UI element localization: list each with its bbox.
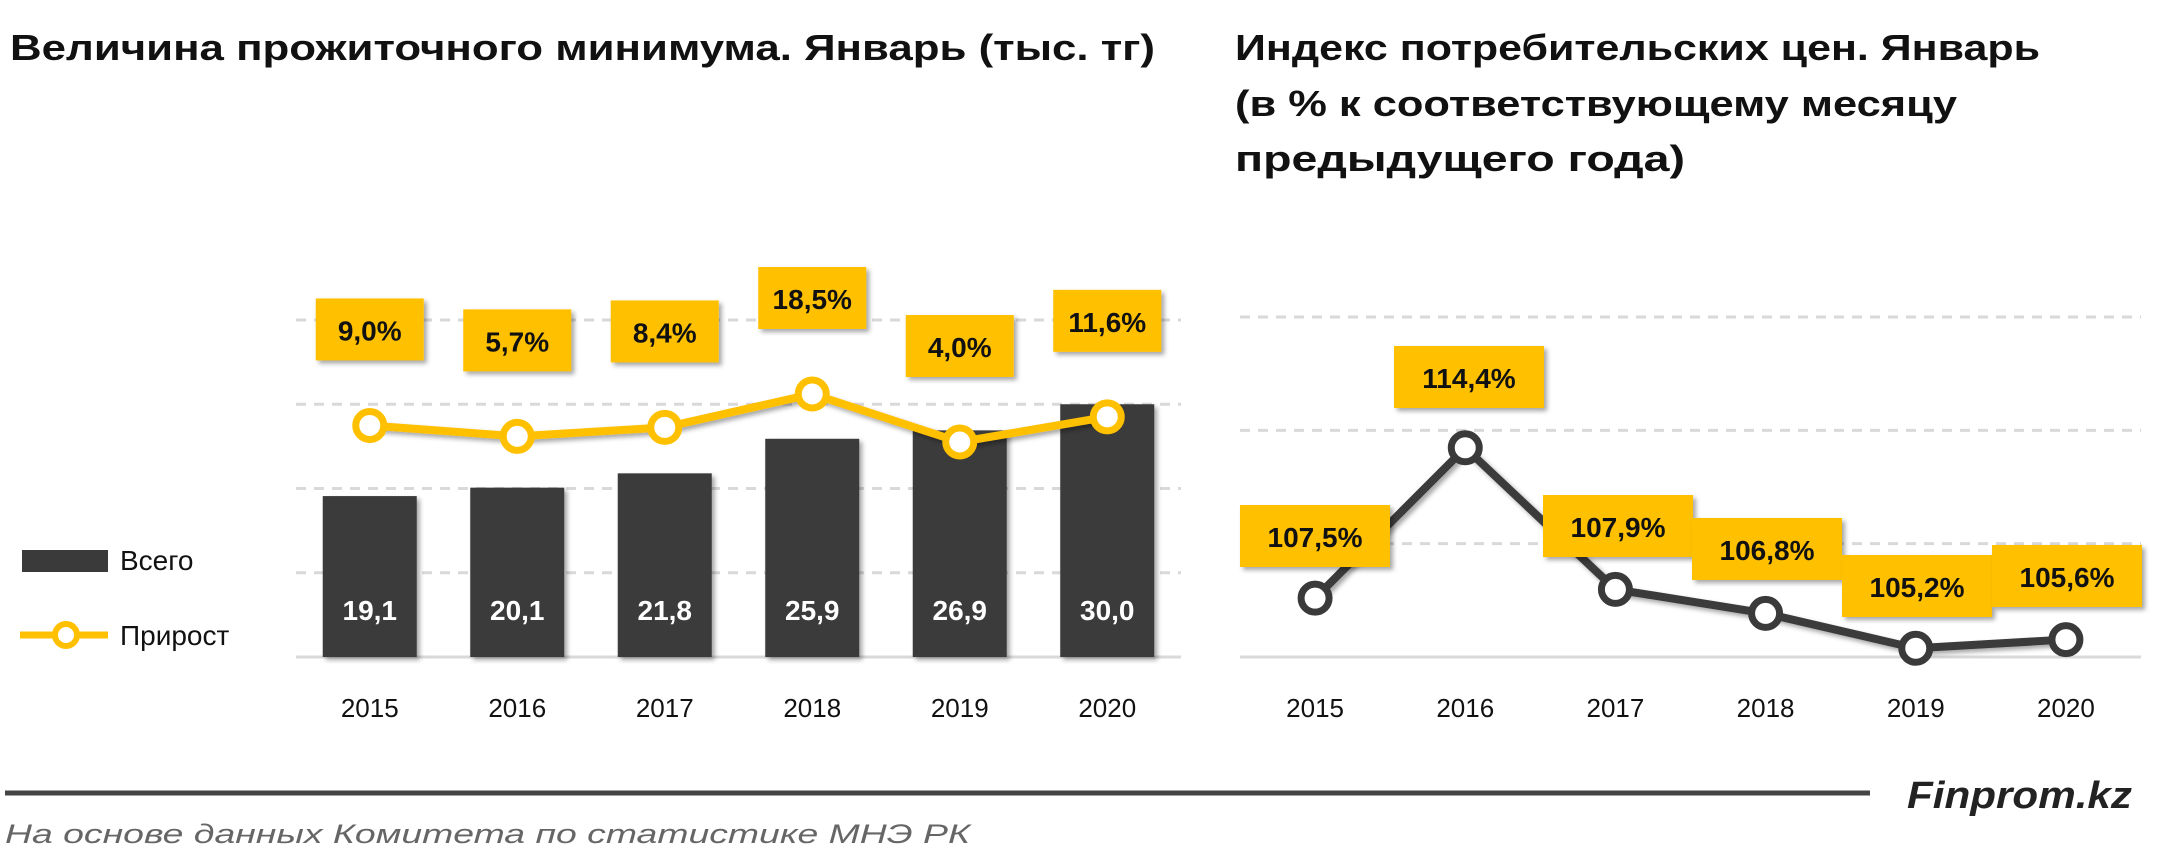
x-tick-label: 2015 <box>1286 693 1344 723</box>
legend-label-total: Всего <box>120 545 193 576</box>
x-tick-label: 2020 <box>2037 693 2095 723</box>
growth-value-label: 11,6% <box>1068 307 1146 338</box>
left-chart-title: Величина прожиточного минимума. Январь (… <box>10 27 1155 68</box>
growth-label-box <box>463 309 572 372</box>
bar-value-label: 19,1 <box>343 595 398 626</box>
cpi-value-label: 105,2% <box>1870 572 1965 603</box>
growth-value-label: 9,0% <box>338 315 402 346</box>
brand-logo: Finprom.kz <box>1907 775 2132 817</box>
cpi-point <box>2048 622 2084 658</box>
cpi-label-box <box>1692 518 1842 580</box>
cpi-value-label: 105,6% <box>2020 562 2115 593</box>
right-chart: 2015 2016 2017 2018 2019 2020 107,5% 114,4% 107,… <box>1240 315 2142 723</box>
cpi-point <box>1597 571 1633 607</box>
growth-point <box>794 376 830 412</box>
x-tick-label: 2020 <box>1078 693 1136 723</box>
legend-label-growth: Прирост <box>120 620 229 651</box>
x-tick-label: 2018 <box>1737 693 1795 723</box>
growth-label-box <box>315 298 424 361</box>
growth-point <box>647 409 683 445</box>
growth-label-box <box>905 315 1014 377</box>
right-chart-title-line-3: предыдущего года) <box>1235 138 1685 179</box>
x-tick-label: 2018 <box>783 693 841 723</box>
growth-line <box>369 389 1108 447</box>
x-tick-label: 2019 <box>1887 693 1945 723</box>
cpi-value-label: 114,4% <box>1422 363 1516 394</box>
cpi-label-box <box>1842 555 1992 617</box>
cpi-point <box>1447 430 1483 466</box>
cpi-value-label: 106,8% <box>1720 535 1815 566</box>
bar-2015 <box>322 496 417 657</box>
growth-label-box <box>610 300 719 363</box>
cpi-label-box <box>1240 505 1390 567</box>
bar-value-label: 21,8 <box>638 595 693 626</box>
x-tick-label: 2016 <box>1436 693 1494 723</box>
bar-value-label: 30,0 <box>1080 595 1135 626</box>
bar-value-label: 20,1 <box>490 595 545 626</box>
cpi-label-box <box>1543 495 1693 557</box>
x-tick-label: 2015 <box>341 693 399 723</box>
x-tick-label: 2017 <box>636 693 694 723</box>
cpi-label-box <box>1992 545 2142 607</box>
legend: Всего Прирост <box>20 545 229 651</box>
right-chart-title-line-2: (в % к соответствующему месяцу <box>1235 83 1957 124</box>
cpi-value-label: 107,5% <box>1268 522 1363 553</box>
cpi-label-box <box>1394 346 1544 408</box>
bar-2019 <box>912 430 1007 657</box>
cpi-point <box>1748 595 1784 631</box>
growth-point <box>352 407 388 443</box>
growth-point <box>499 418 535 454</box>
legend-swatch-bar <box>22 550 108 572</box>
growth-value-label: 4,0% <box>928 332 992 363</box>
bar-2017 <box>617 473 712 657</box>
bar-value-label: 25,9 <box>785 595 840 626</box>
cpi-value-label: 107,9% <box>1571 512 1666 543</box>
growth-label-box <box>1053 289 1162 352</box>
growth-point <box>1089 399 1125 435</box>
legend-swatch-marker <box>52 621 80 649</box>
cpi-point <box>1297 580 1333 616</box>
growth-value-label: 8,4% <box>633 317 697 348</box>
x-tick-label: 2016 <box>488 693 546 723</box>
bar-2020 <box>1060 404 1155 657</box>
growth-label-box <box>758 267 867 329</box>
source-note: На основе данных Комитета по статистике … <box>5 819 973 849</box>
bar-value-label: 26,9 <box>933 595 988 626</box>
cpi-line <box>1312 442 2067 653</box>
cpi-point <box>1898 630 1934 666</box>
bar-2016 <box>470 487 565 657</box>
growth-value-label: 5,7% <box>485 326 549 357</box>
left-chart: 19,1 2015 20,1 2016 21,8 2017 25,9 2018 26,9 2019… <box>296 267 1181 723</box>
growth-value-label: 18,5% <box>773 284 852 315</box>
x-tick-label: 2017 <box>1586 693 1644 723</box>
bar-2018 <box>765 438 860 657</box>
right-chart-title-line-1: Индекс потребительских цен. Январь <box>1235 27 2040 68</box>
x-tick-label: 2019 <box>931 693 989 723</box>
growth-point <box>942 424 978 460</box>
